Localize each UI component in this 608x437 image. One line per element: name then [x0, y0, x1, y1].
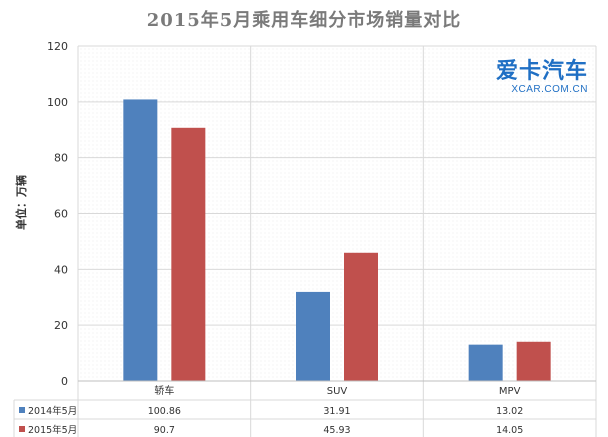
bar — [123, 99, 158, 382]
bar — [296, 291, 330, 381]
y-tick-label: 100 — [47, 96, 68, 109]
brand-logo: 爱卡汽车 XCAR.COM.CN — [488, 60, 588, 96]
x-tick-label: MPV — [499, 386, 521, 397]
bar — [516, 341, 551, 381]
bar — [468, 344, 503, 381]
brand-logo-cn: 爱卡汽车 — [495, 59, 588, 84]
y-tick-label: 0 — [61, 375, 68, 388]
y-tick-label: 20 — [54, 319, 68, 332]
x-tick-label: SUV — [327, 386, 348, 397]
bar — [344, 252, 378, 381]
brand-logo-en: XCAR.COM.CN — [511, 84, 588, 95]
data-label: 14.05 — [496, 425, 523, 436]
y-tick-label: 120 — [47, 40, 68, 53]
y-tick-label: 80 — [54, 152, 68, 165]
y-tick-label: 60 — [54, 208, 68, 221]
chart-title: 2015年5月乘用车细分市场销量对比 — [146, 10, 462, 31]
legend-label: 2015年5月 — [28, 424, 77, 436]
data-label: 100.86 — [148, 406, 181, 417]
data-label: 13.02 — [496, 406, 523, 417]
data-label: 45.93 — [323, 425, 350, 436]
legend-label: 2014年5月 — [28, 405, 77, 417]
legend-swatch — [19, 407, 25, 413]
data-label: 31.91 — [323, 406, 350, 417]
bar — [171, 127, 206, 381]
legend-swatch — [19, 426, 25, 432]
y-tick-label: 40 — [54, 263, 68, 276]
data-label: 90.7 — [154, 425, 175, 436]
x-tick-label: 轿车 — [154, 384, 174, 397]
